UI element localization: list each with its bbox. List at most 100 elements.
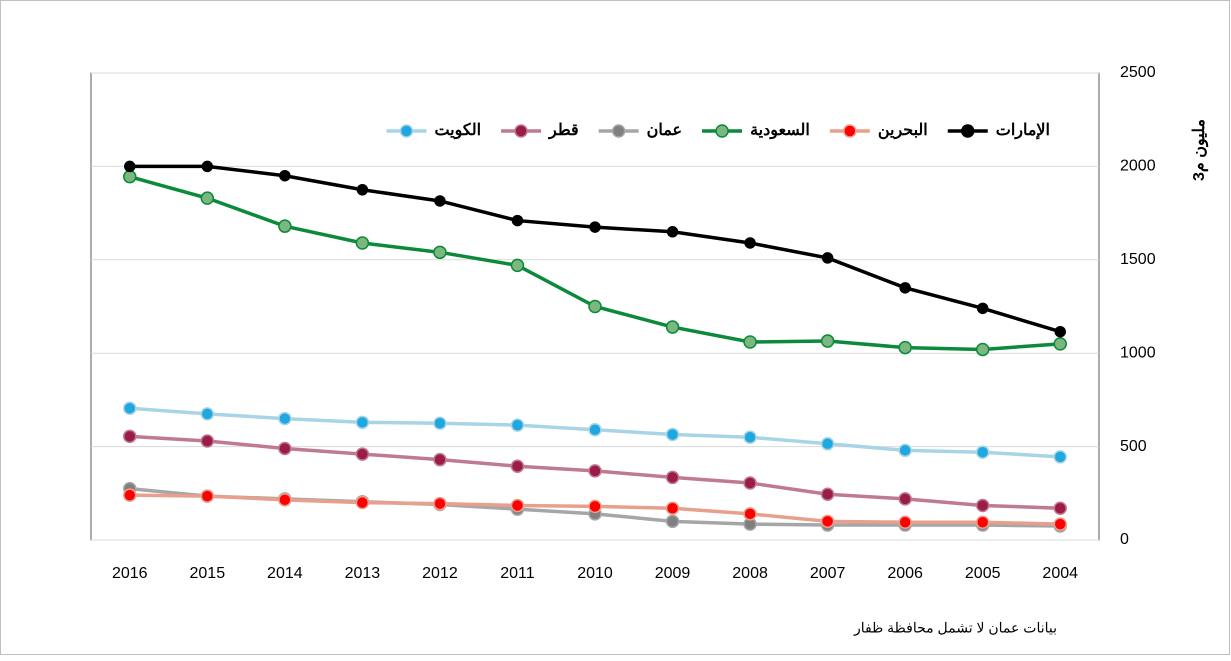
data-point — [975, 342, 990, 357]
data-point — [510, 418, 525, 432]
data-point — [201, 160, 214, 173]
data-point — [278, 441, 292, 456]
data-point — [355, 447, 370, 461]
data-point — [588, 499, 602, 514]
data-point — [510, 258, 525, 273]
x-tick-label: 2010 — [577, 565, 613, 582]
y-tick-label: 1500 — [1120, 251, 1156, 268]
data-point — [665, 320, 680, 334]
data-point — [123, 429, 137, 444]
x-tick-label: 2006 — [887, 565, 923, 582]
legend-label: البحرين — [878, 122, 928, 140]
legend-label: قطر — [548, 122, 579, 140]
legend-label: عمان — [647, 122, 682, 139]
data-point — [433, 496, 447, 511]
x-tick-label: 2012 — [422, 565, 458, 582]
data-point — [744, 237, 756, 249]
legend-label: الإمارات — [996, 122, 1050, 140]
data-point — [356, 184, 369, 196]
x-tick-label: 2013 — [345, 565, 381, 582]
data-point — [976, 302, 989, 315]
data-point — [820, 487, 835, 501]
data-point — [665, 501, 680, 515]
x-tick-label: 2014 — [267, 565, 303, 582]
data-point — [588, 423, 602, 437]
x-tick-label: 2005 — [965, 565, 1001, 582]
data-point — [665, 514, 680, 529]
data-point — [433, 245, 447, 260]
data-point — [899, 282, 911, 294]
data-point — [588, 299, 602, 314]
note: بيانات عمان لا تشمل محافظة ظفار — [853, 620, 1057, 637]
data-point — [898, 340, 912, 355]
data-point — [1053, 337, 1067, 351]
data-point — [588, 464, 602, 478]
data-point — [1054, 325, 1066, 338]
legend-marker — [715, 124, 729, 138]
legend-marker — [399, 124, 414, 138]
data-point — [511, 214, 524, 227]
data-point — [898, 492, 912, 506]
x-tick-label: 2016 — [112, 565, 148, 582]
data-point — [665, 470, 680, 485]
data-point — [975, 498, 990, 513]
data-point — [434, 195, 446, 207]
data-point — [1053, 501, 1067, 515]
data-point — [200, 407, 215, 421]
data-point — [898, 515, 912, 530]
data-point — [820, 437, 835, 451]
data-point — [743, 335, 757, 349]
data-point — [123, 169, 137, 184]
data-point — [200, 489, 215, 503]
data-point — [124, 160, 136, 173]
data-point — [200, 434, 215, 448]
data-point — [820, 514, 835, 529]
legend-label: الكويت — [434, 122, 481, 140]
y-axis-title: مليون م3 — [1191, 119, 1209, 181]
data-point — [433, 452, 447, 467]
x-tick-label: 2008 — [732, 565, 768, 582]
data-point — [355, 495, 370, 510]
data-point — [1053, 450, 1067, 464]
data-point — [898, 443, 912, 458]
x-tick-label: 2004 — [1042, 565, 1078, 582]
y-tick-label: 2500 — [1120, 64, 1156, 81]
legend-marker — [514, 124, 528, 138]
data-point — [278, 493, 292, 507]
data-point — [743, 476, 757, 490]
data-point — [975, 445, 990, 459]
data-point — [743, 430, 757, 445]
data-point — [666, 226, 679, 238]
data-point — [433, 416, 447, 430]
y-tick-label: 2000 — [1120, 158, 1156, 175]
x-tick-label: 2015 — [190, 565, 226, 582]
data-point — [279, 169, 291, 182]
data-point — [743, 507, 757, 521]
legend-marker — [843, 124, 857, 138]
data-point — [510, 498, 525, 513]
data-point — [123, 488, 137, 502]
x-tick-label: 2011 — [500, 565, 535, 582]
x-tick-label: 2009 — [655, 565, 691, 582]
data-point — [355, 236, 370, 250]
x-tick-label: 2007 — [810, 565, 846, 582]
y-tick-label: 500 — [1120, 438, 1147, 455]
data-point — [278, 411, 292, 426]
data-point — [510, 459, 525, 473]
legend-label: السعودية — [750, 122, 810, 140]
data-point — [278, 219, 292, 233]
data-point — [355, 415, 370, 430]
data-point — [1053, 517, 1067, 531]
data-point — [820, 334, 835, 348]
y-tick-label: 1000 — [1120, 344, 1156, 361]
y-tick-label: 0 — [1120, 531, 1129, 548]
data-point — [975, 515, 990, 530]
data-point — [589, 221, 601, 233]
data-point — [821, 252, 834, 264]
data-point — [665, 427, 680, 442]
legend-marker — [961, 124, 975, 138]
data-point — [200, 191, 215, 205]
data-point — [123, 401, 137, 416]
